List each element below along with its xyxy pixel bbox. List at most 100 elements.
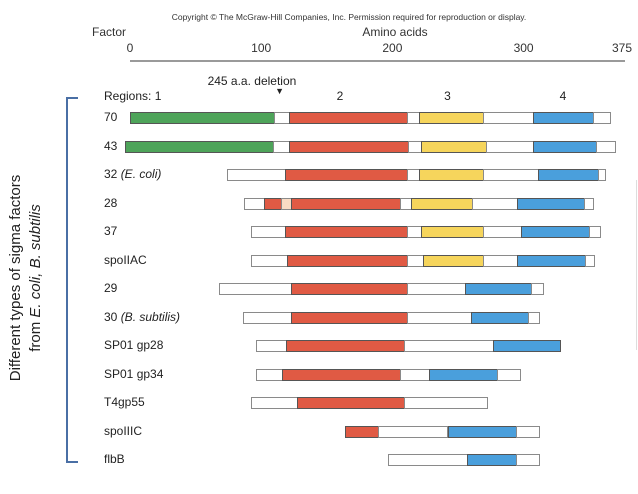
region-label: 2 [336,89,344,103]
factor-label: 28 [104,196,117,210]
segment-region2 [263,197,282,210]
segment-region2 [345,425,379,438]
factor-name: 37 [104,224,118,238]
segment-spacer [482,112,534,124]
segment-spacer [406,311,473,324]
segment-region4 [467,454,517,466]
segment-region3 [421,140,487,153]
factor-label: 32 (E. coli) [104,167,161,181]
segment-region2 [284,169,408,181]
segment-spacer [404,397,488,409]
factor-column-header: Factor [92,25,127,39]
segment-spacer [406,226,423,238]
segment-spacer [515,425,541,438]
segment-spacer [515,454,541,466]
deletion-marker-icon: ▼ [275,86,285,96]
segment-region4 [447,425,517,438]
segment-spacer [244,197,265,210]
segment-region3 [418,169,484,181]
segment-region2 [288,112,408,124]
segment-region2 [296,397,406,409]
segment-region4 [429,368,499,381]
deletion-annotation: 245 a.a. deletion [207,74,297,88]
segment-region3 [418,112,484,124]
segment-region4 [538,169,600,181]
segment-region1 [124,140,274,153]
segment-region2 [282,368,402,381]
segment-spacer [255,368,284,381]
segment-spacer [250,254,289,267]
segment-region1 [130,112,276,124]
segment-spacer [406,254,424,267]
segment-spacer [242,311,293,324]
factor-name: spoIIIC [104,423,143,438]
right-edge-rule [636,180,637,350]
grouping-bracket [66,97,78,463]
copyright-notice: Copyright © The McGraw-Hill Companies, I… [171,12,527,22]
segment-region2 [286,340,406,352]
segment-spacer [406,283,466,295]
segment-region4 [520,226,591,238]
side-caption-prefix: from [27,317,44,352]
segment-region4 [532,140,597,153]
segment-spacer [227,169,286,181]
segment-spacer [250,226,286,238]
segment-spacer [585,254,596,267]
factor-label: 29 [104,281,117,295]
segment-region4 [493,340,562,352]
segment-region4 [464,283,533,295]
segment-spacer [255,340,288,352]
side-caption-line2: from E. coli, B. subtilis [26,108,46,448]
factor-label: 43 [104,139,117,153]
x-axis-title: Amino acids [362,25,428,39]
tick-label: 200 [382,41,403,55]
side-caption: Different types of sigma factors from E.… [6,108,46,448]
side-caption-species: E. coli, B. subtilis [27,204,44,318]
factor-species: (B. subtilis) [120,309,181,324]
segment-region2 [284,226,408,238]
factor-name: spoIIAC [104,252,147,267]
factor-name: 29 [104,281,118,295]
segment-region2 [291,283,408,295]
segment-region3 [421,226,484,238]
factor-label: spoIIIC [104,424,142,438]
factor-name: SP01 gp28 [104,338,164,352]
segment-spacer [404,340,495,352]
segment-spacer [589,226,601,238]
segment-spacer [482,254,519,267]
segment-spacer [482,169,540,181]
segment-region4 [532,112,595,124]
factor-label: 37 [104,224,117,238]
tick-label: 300 [513,41,534,55]
region-label: Regions: 1 [104,89,162,103]
segment-spacer [388,454,469,466]
factor-species: (E. coli) [120,167,162,181]
segment-spacer [497,368,521,381]
factor-name: 70 [104,110,118,124]
segment-region2 [291,311,408,324]
factor-name: T4gp55 [104,395,145,409]
factor-label: 70 [104,110,117,124]
side-caption-line1: Different types of sigma factors [7,174,24,382]
factor-name: SP01 gp34 [104,366,164,381]
factor-name: 28 [104,195,118,210]
segment-spacer [472,197,519,210]
tick-label: 0 [126,41,134,55]
segment-spacer [400,368,431,381]
segment-spacer [583,197,595,210]
segment-spacer [598,169,606,181]
segment-spacer [531,283,545,295]
segment-region2 [288,140,410,153]
segment-spacer [482,226,522,238]
factor-label: SP01 gp34 [104,367,163,381]
factor-name: 43 [104,138,118,153]
segment-spacer [274,112,290,124]
segment-spacer [273,140,290,153]
factor-name: 30 [104,309,121,324]
factor-name: flbB [104,452,125,466]
segment-region3 [422,254,484,267]
segment-spacer [593,112,612,124]
region-label: 3 [444,89,451,103]
factor-label: T4gp55 [104,395,145,409]
segment-region4 [517,254,587,267]
